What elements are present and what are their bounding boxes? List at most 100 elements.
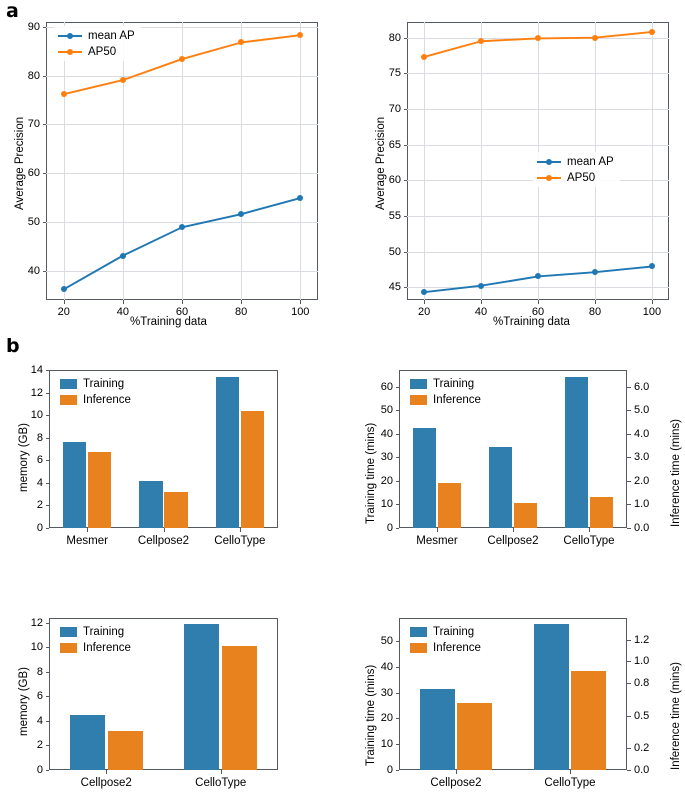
bar-inference bbox=[88, 451, 112, 528]
y-tick-label: 50 bbox=[27, 215, 40, 228]
y-tick-mark bbox=[42, 221, 46, 223]
y-tick-mark bbox=[403, 215, 407, 217]
data-point-marker bbox=[648, 28, 655, 35]
data-point-marker bbox=[535, 35, 541, 42]
x-tick-label: 80 bbox=[235, 306, 248, 318]
gridline-vertical bbox=[122, 22, 124, 300]
legend-label: Inference bbox=[433, 641, 481, 654]
y-tick-mark bbox=[395, 457, 399, 459]
y-tick-mark bbox=[395, 692, 399, 694]
legend-item-mean-ap[interactable]: mean AP bbox=[58, 29, 135, 42]
y-tick-label: 60 bbox=[27, 167, 40, 180]
x-tick-label: 100 bbox=[642, 306, 662, 318]
legend-label: Inference bbox=[433, 393, 481, 406]
data-point-marker bbox=[179, 224, 185, 231]
y-tick-mark bbox=[45, 647, 49, 649]
data-point-marker bbox=[421, 289, 428, 296]
y-tick-mark bbox=[45, 505, 49, 507]
y-tick-label: 12 bbox=[30, 386, 43, 399]
data-point-marker bbox=[478, 38, 485, 45]
x-tick-mark bbox=[513, 528, 514, 532]
x-tick-label: 20 bbox=[57, 306, 70, 318]
y-tick-label: 4 bbox=[36, 476, 43, 489]
legend-item-ap50[interactable]: AP50 bbox=[58, 45, 135, 58]
y-tick-mark-right bbox=[627, 683, 631, 685]
bar-training bbox=[412, 428, 437, 528]
x-tick-label: Cellpose2 bbox=[80, 777, 132, 789]
y-tick-label: 80 bbox=[388, 31, 401, 44]
y-tick-mark bbox=[395, 410, 399, 412]
y-tick-mark bbox=[395, 666, 399, 668]
legend-item-inference[interactable]: Inference bbox=[60, 393, 131, 406]
y-tick-label: 50 bbox=[380, 404, 393, 417]
color-swatch-icon bbox=[60, 378, 77, 389]
legend-label: Training bbox=[433, 625, 475, 638]
y-tick-label: 55 bbox=[388, 209, 401, 222]
bar-inference bbox=[222, 646, 258, 770]
y-tick-label: 8 bbox=[36, 431, 43, 444]
legend-label: AP50 bbox=[88, 45, 117, 58]
gridline-vertical bbox=[300, 22, 302, 300]
panel-letter-b: b bbox=[6, 335, 20, 357]
y-tick-label: 60 bbox=[380, 380, 393, 393]
legend: Training Inference bbox=[406, 374, 487, 409]
x-tick-mark bbox=[220, 770, 222, 774]
legend-item-inference[interactable]: Inference bbox=[410, 393, 481, 406]
y-tick-label: 2 bbox=[36, 499, 43, 512]
y-tick-mark bbox=[395, 433, 399, 435]
y-tick-mark-right bbox=[627, 433, 631, 435]
legend-item-training[interactable]: Training bbox=[60, 625, 131, 638]
y-tick-label: 30 bbox=[380, 686, 393, 699]
x-tick-label: CelloType bbox=[195, 777, 247, 789]
y-tick-label: 40 bbox=[27, 264, 40, 277]
x-tick-label: 40 bbox=[116, 306, 129, 318]
y-tick-mark-right bbox=[627, 715, 631, 717]
x-tick-mark bbox=[63, 300, 65, 304]
y-tick-label: 0 bbox=[386, 522, 393, 534]
legend-item-training[interactable]: Training bbox=[410, 625, 481, 638]
y-tick-label: 10 bbox=[380, 498, 393, 511]
legend-item-inference[interactable]: Inference bbox=[60, 641, 131, 654]
legend-item-mean-ap[interactable]: mean AP bbox=[537, 155, 614, 168]
bar-inference bbox=[571, 671, 607, 770]
x-axis-title: %Training data bbox=[130, 316, 207, 328]
y-tick-label: 20 bbox=[380, 712, 393, 725]
y-tick-mark-right bbox=[627, 410, 631, 412]
x-tick-label: 60 bbox=[175, 306, 189, 318]
legend-item-training[interactable]: Training bbox=[60, 377, 131, 390]
bar-training bbox=[533, 624, 569, 770]
y-tick-label-right: 2.0 bbox=[634, 474, 650, 487]
y-tick-mark bbox=[45, 482, 49, 484]
y-tick-mark bbox=[45, 671, 49, 673]
x-tick-mark bbox=[456, 770, 457, 774]
y-tick-label-right: 1.2 bbox=[634, 633, 650, 646]
data-point-marker bbox=[591, 269, 598, 276]
x-tick-mark bbox=[589, 528, 590, 532]
x-tick-mark bbox=[300, 300, 302, 304]
y-tick-label: 60 bbox=[388, 174, 401, 187]
legend-item-training[interactable]: Training bbox=[410, 377, 481, 390]
bar-inference bbox=[457, 702, 493, 770]
chart-panel-b-memory-1: memory (GB) Training Inference 0 2 4 6 8 10 12… bbox=[0, 352, 345, 592]
chart-panel-b-time-1: Training time (mins) Inference time (min… bbox=[345, 352, 685, 592]
x-tick-mark bbox=[570, 770, 571, 774]
x-tick-mark bbox=[182, 300, 183, 304]
legend-item-inference[interactable]: Inference bbox=[410, 641, 481, 654]
y-tick-label: 6 bbox=[36, 454, 43, 467]
y-tick-label-right: 6.0 bbox=[634, 380, 650, 393]
color-swatch-icon bbox=[410, 378, 427, 389]
y-tick-label-right: 4.0 bbox=[634, 427, 650, 440]
x-tick-label: Cellpose2 bbox=[430, 777, 482, 789]
y-tick-mark bbox=[45, 622, 49, 624]
color-swatch-icon bbox=[60, 394, 77, 405]
y-tick-label-right: 0.2 bbox=[634, 742, 650, 755]
x-tick-label: 100 bbox=[291, 306, 310, 318]
y-tick-label: 10 bbox=[380, 738, 393, 751]
legend-label: mean AP bbox=[88, 29, 135, 42]
y-tick-label: 0 bbox=[36, 764, 43, 776]
chart-panel-a-right: Average Precision %Training data mean AP… bbox=[345, 0, 685, 335]
x-tick-mark bbox=[538, 300, 539, 304]
legend-item-ap50[interactable]: AP50 bbox=[537, 171, 614, 184]
y-tick-label-right: 1.0 bbox=[634, 655, 650, 668]
y-tick-label: 14 bbox=[30, 364, 43, 376]
